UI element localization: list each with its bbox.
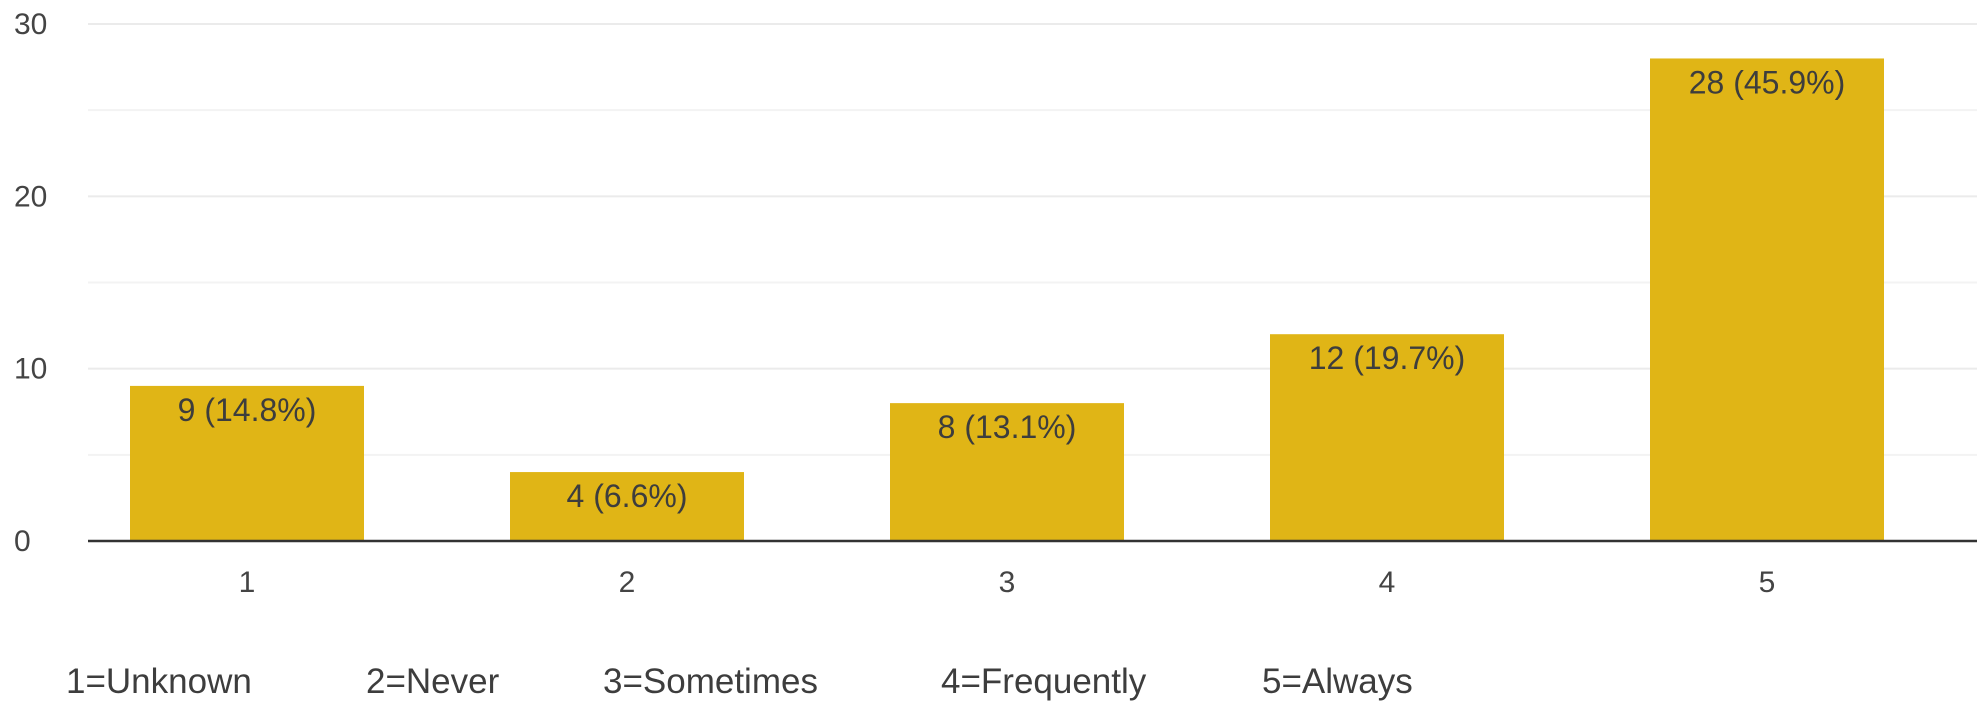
x-tick-label: 5: [1759, 566, 1776, 599]
bars: [130, 58, 1884, 541]
bar-data-label: 4 (6.6%): [567, 478, 688, 514]
bar: [1650, 58, 1884, 541]
bar-data-label: 9 (14.8%): [178, 392, 317, 428]
bar-data-label: 28 (45.9%): [1689, 64, 1846, 100]
legend-item: 3=Sometimes: [603, 662, 818, 701]
legend-item: 5=Always: [1262, 662, 1413, 701]
y-tick-label: 30: [14, 8, 47, 41]
bar: [890, 403, 1124, 541]
x-tick-label: 3: [999, 566, 1016, 599]
bar: [130, 385, 364, 541]
bar: [510, 472, 744, 541]
y-tick-label: 10: [14, 353, 47, 386]
bar-data-label: 8 (13.1%): [938, 409, 1077, 445]
legend-item: 2=Never: [366, 662, 500, 701]
x-tick-label: 1: [239, 566, 256, 599]
data-labels: 9 (14.8%) 4 (6.6%) 8 (13.1%) 12 (19.7%) 28 (…: [178, 64, 1846, 514]
y-axis-ticks: 0 10 20 30: [14, 8, 47, 558]
bar-data-label: 12 (19.7%): [1309, 340, 1466, 376]
y-tick-label: 0: [14, 525, 31, 558]
legend-item: 4=Frequently: [941, 662, 1147, 701]
legend-item: 1=Unknown: [66, 662, 252, 701]
x-tick-label: 4: [1379, 566, 1396, 599]
legend: 1=Unknown 2=Never 3=Sometimes 4=Frequently 5…: [66, 662, 1413, 701]
x-tick-label: 2: [619, 566, 636, 599]
x-axis-ticks: 1 2 3 4 5: [239, 566, 1776, 599]
y-tick-label: 20: [14, 180, 47, 213]
bar: [1270, 334, 1504, 541]
